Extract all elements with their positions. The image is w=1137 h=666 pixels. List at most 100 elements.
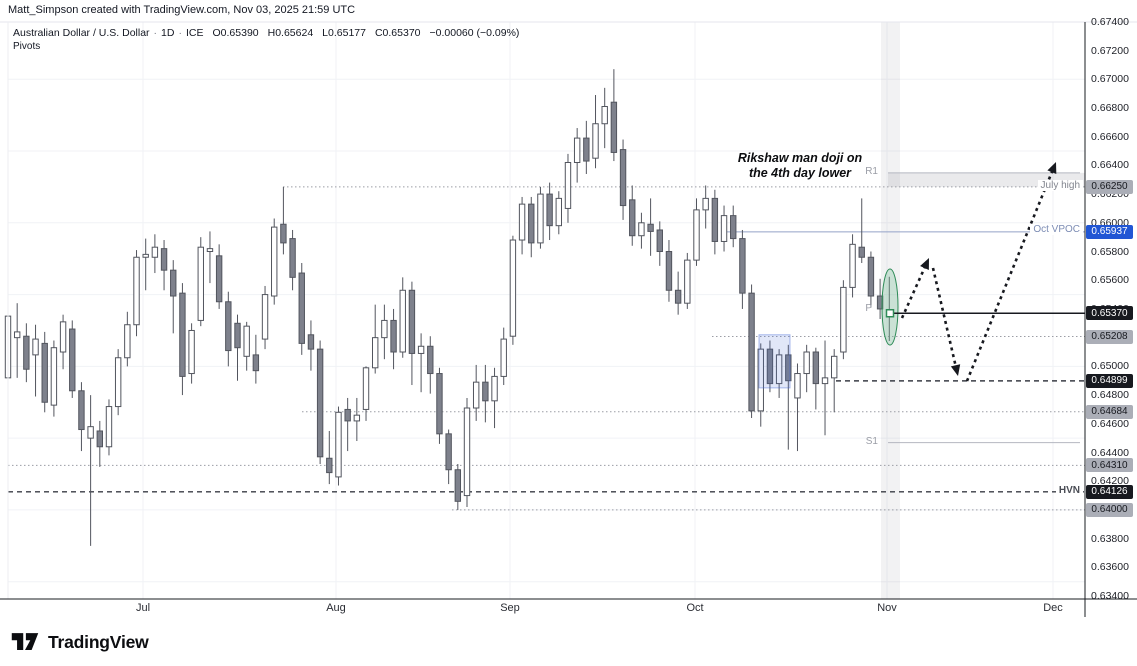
price-level-badge: 0.65208 <box>1086 329 1133 344</box>
drawing-projection-arrow[interactable] <box>965 169 1054 382</box>
july-high-line-label[interactable]: July high <box>1037 180 1083 191</box>
candle-body <box>472 381 480 409</box>
candle-body <box>59 321 67 353</box>
timeframe-value: 1D <box>161 27 175 39</box>
legend-separator: · <box>153 27 158 39</box>
indicator-legend-pivots[interactable]: Pivots <box>13 41 41 52</box>
candle-body <box>491 375 498 402</box>
candle-body <box>353 414 361 422</box>
candle-body <box>840 286 847 353</box>
symbol-legend[interactable]: Australian Dollar / U.S. Dollar · 1D · I… <box>13 27 519 39</box>
price-tick-label: 0.63600 <box>1091 561 1129 574</box>
time-axis-month-label: Oct <box>686 602 704 614</box>
ohlc-close: C0.65370 <box>374 27 421 39</box>
exchange-name: ICE <box>185 27 204 39</box>
chart-note-line1: Rikshaw man doji on <box>737 151 863 165</box>
price-tick-label: 0.65800 <box>1091 245 1129 258</box>
chart-note-rikshaw-doji[interactable]: Rikshaw man doji on the 4th day lower <box>688 151 912 181</box>
price-tick-label: 0.67200 <box>1091 44 1129 57</box>
candle-body <box>417 345 425 354</box>
hvn-line-label[interactable]: HVN <box>1055 485 1083 496</box>
price-level-badge: 0.64310 <box>1086 458 1133 473</box>
time-axis-month-label: Aug <box>326 602 346 614</box>
price-tick-label: 0.64600 <box>1091 417 1129 430</box>
candle-body <box>124 324 131 359</box>
candle-body <box>381 319 388 339</box>
candle-body <box>619 149 627 207</box>
drawing-doji-ellipse[interactable] <box>881 268 899 346</box>
price-tick-label: 0.67000 <box>1091 73 1129 86</box>
candle-body <box>573 137 581 163</box>
candle-body <box>151 246 159 258</box>
candle-body <box>665 251 673 291</box>
time-axis-month-label: Dec <box>1043 602 1063 614</box>
candle-body <box>592 123 599 159</box>
pivot-s1-label: S1 <box>865 436 878 447</box>
time-axis[interactable] <box>8 599 1085 617</box>
candle-body <box>601 106 608 125</box>
price-tick-label: 0.65000 <box>1091 360 1129 373</box>
oct-vpoc-line-label[interactable]: Oct VPOC <box>1030 224 1083 235</box>
price-level-badge: 0.64684 <box>1086 404 1133 419</box>
candle-body <box>803 351 810 375</box>
tradingview-logo[interactable]: TradingView <box>10 630 149 654</box>
price-tick-label: 0.64800 <box>1091 389 1129 402</box>
candle-body <box>849 243 856 288</box>
candle-body <box>326 457 333 474</box>
candle-body <box>638 222 645 237</box>
candle-body <box>445 433 452 471</box>
drawing-arrowhead-icon[interactable] <box>950 364 961 376</box>
drawing-ray-anchor-square[interactable] <box>885 308 895 318</box>
candle-body <box>812 351 820 385</box>
drawing-projection-arrow[interactable] <box>931 267 958 368</box>
price-tick-label: 0.63800 <box>1091 532 1129 545</box>
pivot-p-label: P <box>865 303 872 314</box>
price-level-badge: 0.64899 <box>1086 373 1133 388</box>
candle-body <box>78 390 85 431</box>
candle-body <box>179 292 186 377</box>
drawing-arrowhead-icon[interactable] <box>920 258 929 271</box>
legend-separator: · <box>178 27 182 39</box>
drawing-projection-arrow[interactable] <box>900 265 927 319</box>
candle-body <box>463 407 471 497</box>
time-axis-month-label: Nov <box>877 602 897 614</box>
tradingview-logo-icon <box>11 633 39 650</box>
candle-body <box>610 101 618 153</box>
candle-body <box>720 215 728 242</box>
candle-body <box>252 354 260 372</box>
price-tick-label: 0.67400 <box>1091 15 1129 28</box>
candle-body <box>142 253 149 258</box>
candle-body <box>454 469 462 502</box>
candle-body <box>509 239 517 337</box>
candle-body <box>876 295 884 310</box>
pivot-r1-band <box>888 172 1085 187</box>
candle-body <box>564 161 572 209</box>
candle-body <box>739 238 746 294</box>
price-level-badge: 0.64000 <box>1086 502 1133 517</box>
candle-body <box>867 256 875 297</box>
candle-body <box>583 137 590 162</box>
price-level-badge: 0.66250 <box>1086 179 1133 194</box>
candle-body <box>105 406 113 448</box>
candle-body <box>280 223 287 244</box>
ohlc-low: L0.65177 <box>322 27 366 39</box>
drawing-blue-highlight-box[interactable] <box>758 334 791 389</box>
candle-body <box>316 348 324 458</box>
candle-body <box>794 373 801 399</box>
candle-body <box>674 289 682 304</box>
candle-body <box>427 345 434 375</box>
candle-body <box>408 289 416 354</box>
symbol-name: Australian Dollar / U.S. Dollar <box>13 27 150 39</box>
price-tick-label: 0.64200 <box>1091 475 1129 488</box>
candle-body <box>344 408 351 422</box>
candle-body <box>537 193 544 244</box>
drawing-arrowhead-icon[interactable] <box>1047 162 1057 174</box>
candle-body <box>775 354 783 385</box>
candle-body <box>821 377 829 385</box>
candle-body <box>133 256 140 326</box>
candle-body <box>225 301 232 352</box>
candle-body <box>234 322 241 349</box>
candle-body <box>372 337 379 369</box>
